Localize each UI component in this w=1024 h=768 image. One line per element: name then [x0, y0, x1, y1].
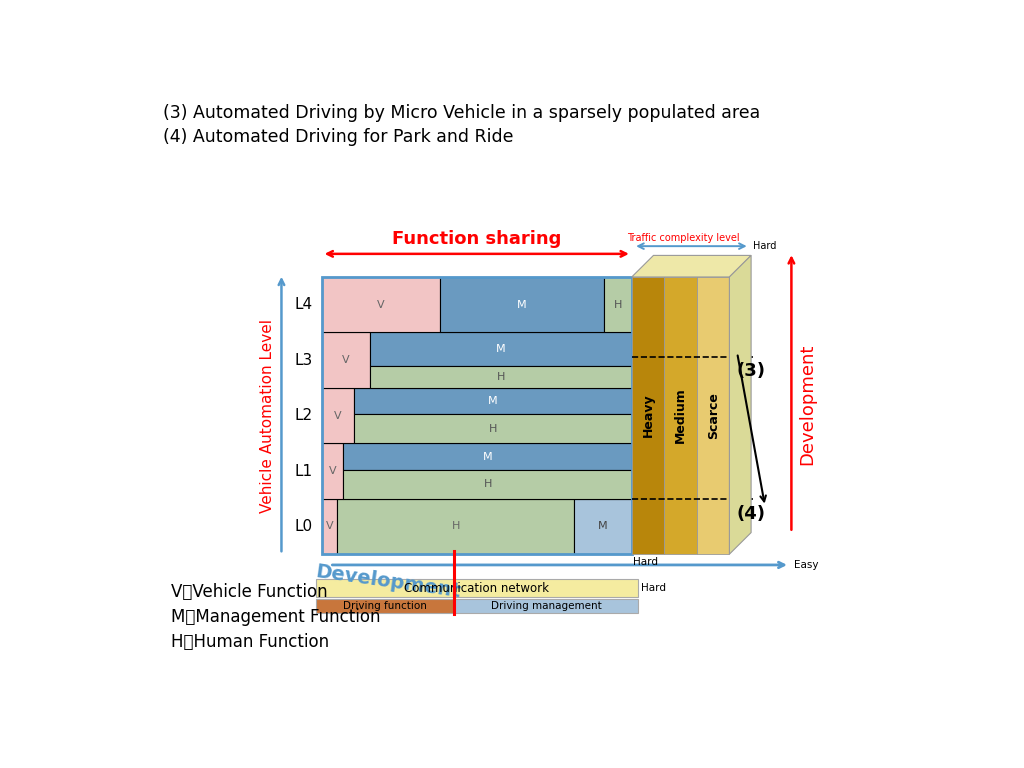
Text: Driving management: Driving management — [490, 601, 601, 611]
Text: Medium: Medium — [674, 388, 687, 443]
Text: M: M — [488, 396, 498, 406]
Bar — [315, 599, 455, 613]
Text: Scarce: Scarce — [707, 392, 720, 439]
Text: L3: L3 — [294, 353, 312, 368]
Text: Easy: Easy — [794, 561, 818, 571]
Text: (3) Automated Driving by Micro Vehicle in a sparsely populated area: (3) Automated Driving by Micro Vehicle i… — [163, 104, 760, 122]
Text: V：Vehicle Function: V：Vehicle Function — [171, 584, 328, 601]
Bar — [322, 277, 632, 554]
Text: Hard: Hard — [641, 583, 666, 593]
Bar — [604, 277, 632, 333]
Polygon shape — [729, 256, 751, 554]
Text: M: M — [598, 521, 608, 531]
Text: L0: L0 — [294, 519, 312, 534]
Text: V: V — [377, 300, 384, 310]
Bar — [370, 333, 632, 366]
Bar — [315, 579, 638, 598]
Text: H: H — [483, 479, 492, 489]
Text: Driving function: Driving function — [343, 601, 427, 611]
Text: (4) Automated Driving for Park and Ride: (4) Automated Driving for Park and Ride — [163, 127, 513, 146]
Bar — [574, 498, 632, 554]
Text: V: V — [334, 411, 342, 421]
Polygon shape — [632, 256, 751, 277]
Text: L2: L2 — [294, 408, 312, 423]
Text: H：Human Function: H：Human Function — [171, 633, 329, 650]
Bar — [439, 277, 604, 333]
Text: Hard: Hard — [633, 558, 658, 568]
Text: Hard: Hard — [754, 241, 777, 251]
Text: H: H — [497, 372, 505, 382]
Bar — [697, 277, 729, 554]
Text: Vehicle Automation Level: Vehicle Automation Level — [260, 319, 275, 512]
Text: H: H — [488, 424, 498, 434]
Text: L4: L4 — [294, 297, 312, 312]
Bar — [354, 388, 632, 415]
Text: M: M — [496, 344, 506, 354]
Bar — [322, 388, 354, 443]
Text: (3): (3) — [736, 362, 765, 380]
Text: Communication network: Communication network — [404, 581, 549, 594]
Text: H: H — [452, 521, 460, 531]
Bar — [354, 415, 632, 443]
Text: M: M — [482, 452, 493, 462]
Bar — [322, 498, 337, 554]
Bar — [632, 277, 665, 554]
Bar — [370, 366, 632, 388]
Bar — [322, 277, 439, 333]
Bar — [665, 277, 697, 554]
Text: Development: Development — [798, 344, 816, 465]
Bar — [455, 599, 638, 613]
Text: M: M — [517, 300, 526, 310]
Bar — [322, 443, 343, 498]
Bar — [343, 443, 632, 470]
Text: Heavy: Heavy — [641, 394, 654, 437]
Bar — [337, 498, 574, 554]
Text: Traffic complexity level: Traffic complexity level — [628, 233, 740, 243]
Text: V: V — [329, 466, 337, 476]
Bar — [343, 470, 632, 498]
Text: M：Management Function: M：Management Function — [171, 608, 380, 626]
Text: L1: L1 — [294, 464, 312, 478]
Bar — [322, 333, 370, 388]
Text: Development: Development — [313, 563, 462, 602]
Text: V: V — [326, 521, 334, 531]
Text: Function sharing: Function sharing — [392, 230, 561, 249]
Text: H: H — [613, 300, 622, 310]
Text: (4): (4) — [736, 505, 765, 523]
Text: V: V — [342, 355, 349, 365]
